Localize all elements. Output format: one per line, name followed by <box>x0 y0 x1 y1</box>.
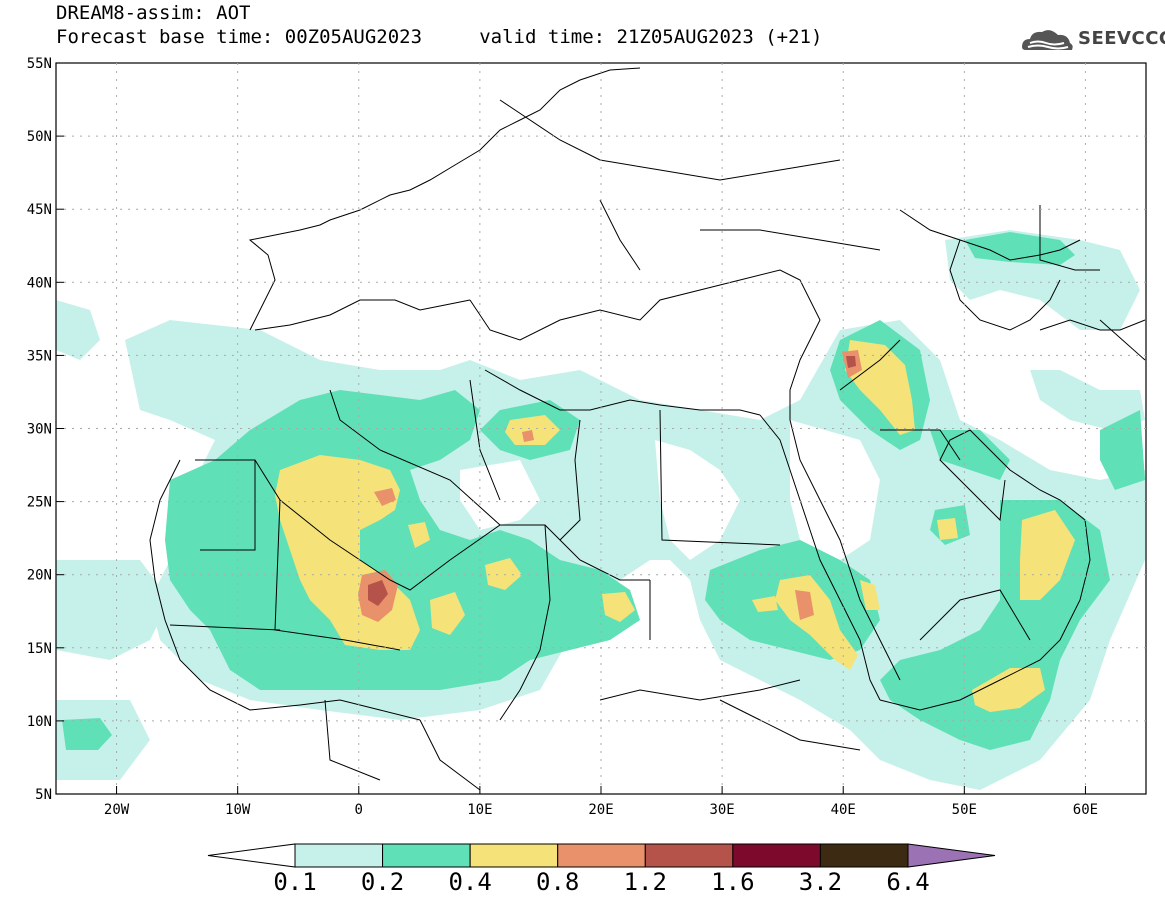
lon-tick-label: 10W <box>225 802 251 818</box>
lon-tick-label: 30E <box>709 802 734 818</box>
lat-tick-label: 15N <box>27 641 52 657</box>
colorbar-label: 1.2 <box>624 868 667 896</box>
lat-tick-label: 50N <box>27 129 52 145</box>
colorbar-label: 0.8 <box>536 868 579 896</box>
colorbar-label: 0.2 <box>361 868 404 896</box>
lon-tick-label: 20E <box>588 802 613 818</box>
colorbar-label: 3.2 <box>799 868 842 896</box>
lat-tick-label: 5N <box>35 787 52 803</box>
colorbar-label: 6.4 <box>886 868 929 896</box>
lat-tick-label: 10N <box>27 714 52 730</box>
lat-tick-label: 40N <box>27 275 52 291</box>
lat-tick-label: 25N <box>27 495 52 511</box>
lat-tick-label: 20N <box>27 568 52 584</box>
lon-tick-label: 10E <box>467 802 492 818</box>
colorbar-label: 0.4 <box>448 868 491 896</box>
lon-tick-label: 60E <box>1073 802 1098 818</box>
lat-tick-label: 30N <box>27 422 52 438</box>
lat-tick-label: 45N <box>27 202 52 218</box>
lat-tick-label: 35N <box>27 348 52 364</box>
lon-tick-label: 20W <box>104 802 130 818</box>
colorbar-label: 0.1 <box>273 868 316 896</box>
lon-tick-label: 40E <box>831 802 856 818</box>
lat-tick-label: 55N <box>27 56 52 72</box>
lon-tick-label: 50E <box>952 802 977 818</box>
colorbar-label: 1.6 <box>711 868 754 896</box>
lon-tick-label: 0 <box>355 802 363 818</box>
aot-field-layer <box>56 230 1145 790</box>
